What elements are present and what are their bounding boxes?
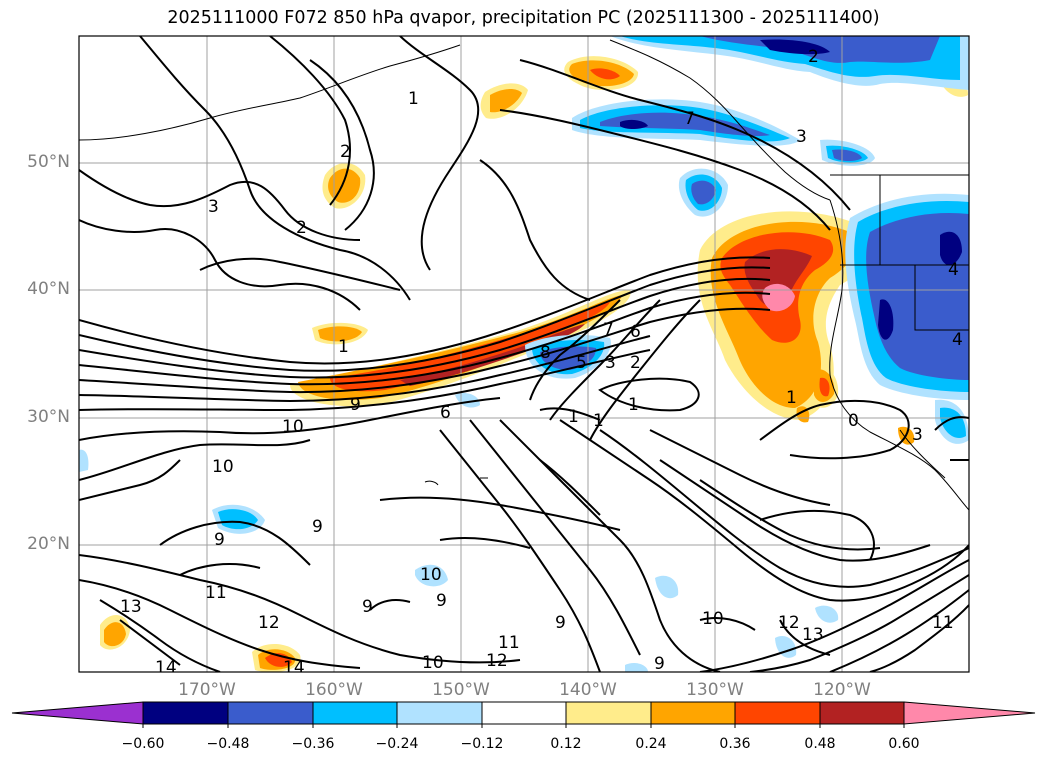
- colorbar-tick-label: 0.12: [550, 736, 582, 752]
- contour-label: 12: [778, 613, 800, 633]
- colorbar-tick-label: −0.24: [375, 736, 419, 752]
- map-title: 2025111000 F072 850 hPa qvapor, precipit…: [167, 8, 880, 28]
- contour-label: 9: [436, 591, 447, 611]
- contour-label: 10: [282, 417, 304, 437]
- contour-label: 2: [630, 353, 641, 373]
- contour-label: 9: [214, 530, 225, 550]
- contour-label: 12: [486, 651, 508, 671]
- colorbar-tick-label: 0.24: [635, 736, 667, 752]
- contour-label: 2: [296, 218, 307, 238]
- contour-label: 7: [684, 109, 695, 129]
- contour-label: 10: [420, 565, 442, 585]
- lat-label: 30°N: [27, 407, 70, 427]
- colorbar-tick-label: −0.48: [206, 736, 250, 752]
- contour-label: 9: [654, 654, 665, 674]
- lon-label: 170°W: [178, 680, 236, 700]
- contour-label: 13: [120, 597, 142, 617]
- colorbar-bin: [481, 701, 567, 725]
- colorbar-bin: [396, 701, 483, 725]
- contour-labels: 1 2 2 3 1 8 6 5 3 2 7 1 1 9 6 10 10 9 9 …: [120, 47, 963, 678]
- coastlines: [79, 39, 969, 511]
- colorbar-tick-label: 0.36: [719, 736, 751, 752]
- lon-label: 120°W: [813, 680, 871, 700]
- colorbar-tick-label: −0.12: [460, 736, 504, 752]
- colorbar-bin: [227, 701, 314, 725]
- contour-label: 2: [340, 142, 351, 162]
- colorbar-extend-low: [11, 701, 144, 725]
- contour-label: 2: [808, 47, 819, 67]
- qvapor-contours: [79, 36, 969, 672]
- colorbar-bin: [142, 701, 229, 725]
- lat-label: 40°N: [27, 279, 70, 299]
- colorbar-bin: [734, 701, 821, 725]
- colorbar-tick-label: −0.60: [121, 736, 165, 752]
- contour-label: 11: [205, 583, 227, 603]
- colorbar-bin: [650, 701, 736, 725]
- colorbar-tick-label: 0.48: [804, 736, 836, 752]
- contour-label: 9: [312, 517, 323, 537]
- contour-label: 3: [208, 197, 219, 217]
- colorbar: [11, 701, 1036, 728]
- colorbar-tick-label: −0.36: [291, 736, 335, 752]
- contour-label: 5: [576, 353, 587, 373]
- contour-label: 8: [540, 343, 551, 363]
- colorbar-bin: [312, 701, 398, 725]
- contour-label: 11: [498, 633, 520, 653]
- contour-label: 1: [593, 411, 604, 431]
- lon-label: 160°W: [305, 680, 363, 700]
- contour-label: 1: [338, 337, 349, 357]
- contour-label: 14: [155, 658, 177, 678]
- lat-label: 20°N: [27, 534, 70, 554]
- contour-label: 10: [422, 653, 444, 673]
- contour-label: 9: [555, 613, 566, 633]
- contour-label: 1: [568, 407, 579, 427]
- contour-label: 4: [948, 260, 959, 280]
- lat-label: 50°N: [27, 152, 70, 172]
- graticule: [79, 36, 969, 672]
- contour-label: 6: [630, 322, 641, 342]
- contour-label: 3: [605, 353, 616, 373]
- contour-label: 1: [786, 388, 797, 408]
- contour-label: 7: [603, 320, 614, 340]
- contour-label: 10: [702, 609, 724, 629]
- lon-label: 140°W: [559, 680, 617, 700]
- contour-label: 14: [283, 658, 305, 678]
- contour-label: 9: [362, 597, 373, 617]
- colorbar-bin: [565, 701, 652, 725]
- colorbar-extend-high: [903, 701, 1036, 725]
- contour-label: 0: [848, 411, 859, 431]
- contour-label: 1: [408, 89, 419, 109]
- contour-label: 6: [440, 403, 451, 423]
- contour-label: 1: [628, 395, 639, 415]
- contour-label: 12: [258, 613, 280, 633]
- contour-label: 4: [952, 330, 963, 350]
- colorbar-tick-label: 0.60: [888, 736, 920, 752]
- contour-label: 10: [212, 457, 234, 477]
- map-frame: [78, 35, 970, 673]
- contour-label: 3: [796, 127, 807, 147]
- lon-label: 130°W: [686, 680, 744, 700]
- colorbar-bin: [819, 701, 905, 725]
- contour-label: 9: [350, 395, 361, 415]
- contour-label: 3: [912, 425, 923, 445]
- contour-label: 13: [802, 625, 824, 645]
- contour-label: 11: [932, 613, 954, 633]
- lon-label: 150°W: [432, 680, 490, 700]
